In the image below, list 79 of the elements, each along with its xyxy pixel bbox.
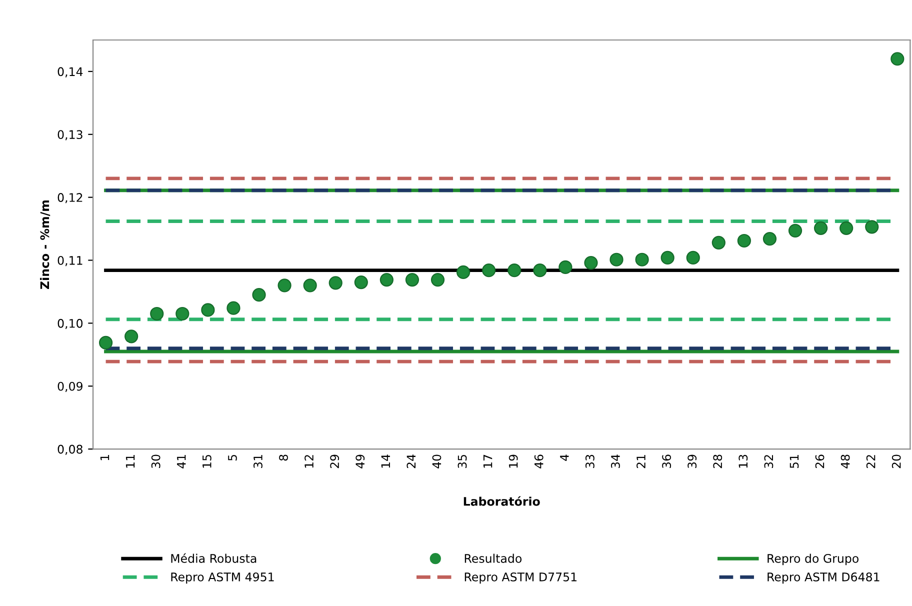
x-tick-label: 48 — [840, 454, 850, 468]
x-tick-label: 33 — [585, 454, 594, 468]
point — [712, 236, 726, 250]
x-tick-label: 41 — [177, 454, 186, 468]
point — [380, 272, 394, 287]
legend-label: Repro ASTM 4951 — [171, 572, 274, 584]
point — [456, 265, 470, 280]
point — [660, 250, 674, 265]
y-tick-label: 0,09 — [58, 382, 82, 392]
x-tick-label: 49 — [356, 454, 365, 468]
legend-label: Repro do Grupo — [768, 554, 858, 566]
point — [788, 224, 802, 238]
point — [814, 221, 828, 235]
point — [278, 278, 292, 292]
y-tick-label: 0,10 — [58, 318, 83, 330]
x-tick-label: 19 — [508, 454, 518, 468]
x-tick-label: 30 — [151, 454, 160, 468]
x-tick-label: 34 — [611, 454, 620, 468]
x-tick-label: 14 — [381, 454, 390, 468]
x-tick-label: 11 — [126, 454, 135, 468]
x-tick-label: 12 — [304, 455, 314, 468]
point — [124, 330, 138, 344]
point — [252, 288, 266, 302]
point — [201, 303, 215, 317]
x-tick-label: 15 — [202, 454, 212, 468]
point — [762, 232, 777, 246]
point — [354, 275, 368, 290]
x-tick-label: 32 — [764, 455, 774, 468]
point — [176, 306, 190, 321]
legend-label: Resultado — [464, 554, 522, 563]
x-tick-label: 46 — [534, 454, 544, 468]
point — [482, 264, 496, 278]
x-tick-label: 22 — [866, 455, 876, 468]
point — [865, 220, 879, 234]
x-tick-label: 13 — [738, 454, 748, 468]
point — [150, 306, 164, 321]
point — [610, 252, 624, 266]
point — [840, 221, 854, 235]
x-tick-label: 5 — [228, 454, 237, 461]
x-tick-label: 17 — [483, 454, 492, 468]
y-axis-title: Zinco - %m/m — [40, 200, 50, 289]
y-tick-label: 0,12 — [58, 193, 82, 204]
legend-label: Repro ASTM D7751 — [464, 572, 576, 584]
x-tick-label: 28 — [713, 454, 722, 468]
x-tick-label: 4 — [560, 454, 569, 461]
x-tick-label: 29 — [330, 454, 340, 468]
x-tick-label: 51 — [790, 454, 799, 468]
y-tick-label: 0,13 — [58, 130, 82, 140]
legend-label: Média Robusta — [171, 553, 256, 563]
point — [303, 278, 317, 292]
x-axis-title: Laboratório — [464, 496, 540, 506]
x-tick-label: 24 — [406, 454, 416, 468]
x-tick-label: 8 — [279, 454, 288, 461]
point — [98, 336, 113, 350]
x-tick-label: 40 — [432, 454, 442, 468]
point — [737, 234, 751, 248]
point — [890, 52, 904, 66]
point — [533, 264, 547, 278]
point — [226, 301, 240, 315]
point — [635, 252, 649, 266]
point — [430, 272, 445, 287]
x-tick-label: 36 — [662, 454, 672, 468]
point — [686, 250, 700, 265]
x-tick-label: 35 — [458, 454, 467, 468]
x-tick-label: 1 — [100, 454, 110, 460]
point — [405, 272, 420, 287]
x-tick-label: 20 — [892, 454, 901, 468]
x-tick-label: 21 — [636, 454, 646, 468]
point — [558, 260, 572, 274]
point — [328, 276, 342, 290]
y-tick-label: 0,14 — [58, 67, 83, 78]
y-tick-label: 0,11 — [58, 256, 82, 266]
x-tick-label: 39 — [688, 454, 697, 468]
legend-label: Repro ASTM D6481 — [768, 572, 880, 584]
point — [508, 264, 522, 278]
y-tick-label: 0,08 — [58, 444, 82, 455]
x-tick-label: 31 — [254, 454, 262, 468]
x-tick-label: 26 — [815, 454, 824, 468]
point — [584, 256, 598, 270]
